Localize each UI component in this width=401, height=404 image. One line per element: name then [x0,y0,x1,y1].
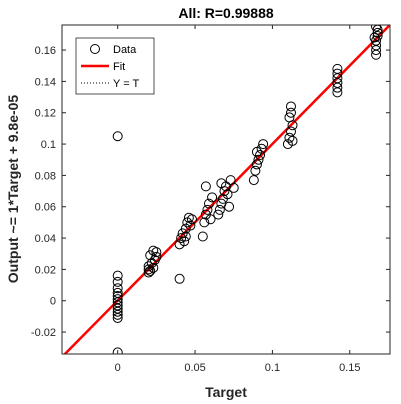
data-point [371,25,382,32]
data-point [143,261,154,272]
data-point [145,265,156,276]
data-point [112,270,123,281]
legend-data-label: Data [113,44,137,56]
data-point [112,283,123,294]
data-point [251,146,262,157]
x-tick-label: 0.1 [265,362,280,374]
data-point [180,231,191,242]
data-point [371,40,382,51]
data-point [248,175,259,186]
data-point [213,209,224,220]
y-tick-label: 0.16 [35,45,56,57]
legend: Data Fit Y = T [75,37,155,95]
y-tick-label: 0.04 [35,233,56,245]
data-point [202,204,213,215]
data-point [216,178,227,189]
data-point [145,250,156,261]
data-point [369,32,380,43]
y-tick-label: 0.02 [35,264,56,276]
data-point [285,101,296,112]
data-point [224,201,235,212]
data-point [207,192,218,203]
data-point [285,126,296,137]
data-point [174,273,185,284]
legend-fit-label: Fit [113,61,125,73]
data-point [253,154,264,165]
y-tick-label: 0 [50,296,56,308]
data-point [258,139,269,150]
data-point [112,131,123,142]
y-tick-label: 0.06 [35,202,56,214]
data-point [287,135,298,146]
y-tick-label: 0.1 [41,139,56,151]
y-tick-label: 0.08 [35,170,56,182]
data-point [176,233,187,244]
data-point [112,276,123,287]
data-point [200,181,211,192]
data-point [332,63,343,74]
axes-box [61,24,391,355]
data-point [197,231,208,242]
data-point [185,220,196,231]
data-point [251,159,262,170]
tick-marks [62,25,390,354]
data-point [214,204,225,215]
data-point [148,262,159,273]
data-point [205,214,216,225]
data-point [112,312,123,323]
y-axis-label: Output ~= 1*Target + 9.8e-05 [5,95,21,284]
data-point [143,264,154,275]
y-tick-label: 0.12 [35,108,56,120]
data-point [151,251,162,262]
x-tick-label: 0 [115,362,121,374]
data-point [222,189,233,200]
chart-title: All: R=0.99888 [178,5,274,21]
data-point [179,236,190,247]
y-tick-label: -0.02 [31,327,56,339]
data-point [228,182,239,193]
x-tick-label: 0.05 [184,362,205,374]
data-point [284,112,295,123]
data-point [186,214,197,225]
data-point [112,306,123,317]
legend-data-marker-icon [90,44,100,54]
data-point [250,165,261,176]
data-point [332,68,343,79]
data-point [112,309,123,320]
y-tick-label: 0.14 [35,76,56,88]
x-tick-label: 0.15 [339,362,360,374]
data-point [284,132,295,143]
data-point [199,217,210,228]
data-point [203,198,214,209]
data-point [112,347,123,354]
data-point [285,107,296,118]
x-axis-label: Target [205,384,247,400]
data-points [112,25,383,354]
data-point [255,150,266,161]
tick-labels: 0 0.05 0.1 0.15 -0.02 0 0.02 0.04 0.06 0.08 0.1 0.1… [31,45,361,374]
legend-identity-label: Y = T [113,78,139,90]
